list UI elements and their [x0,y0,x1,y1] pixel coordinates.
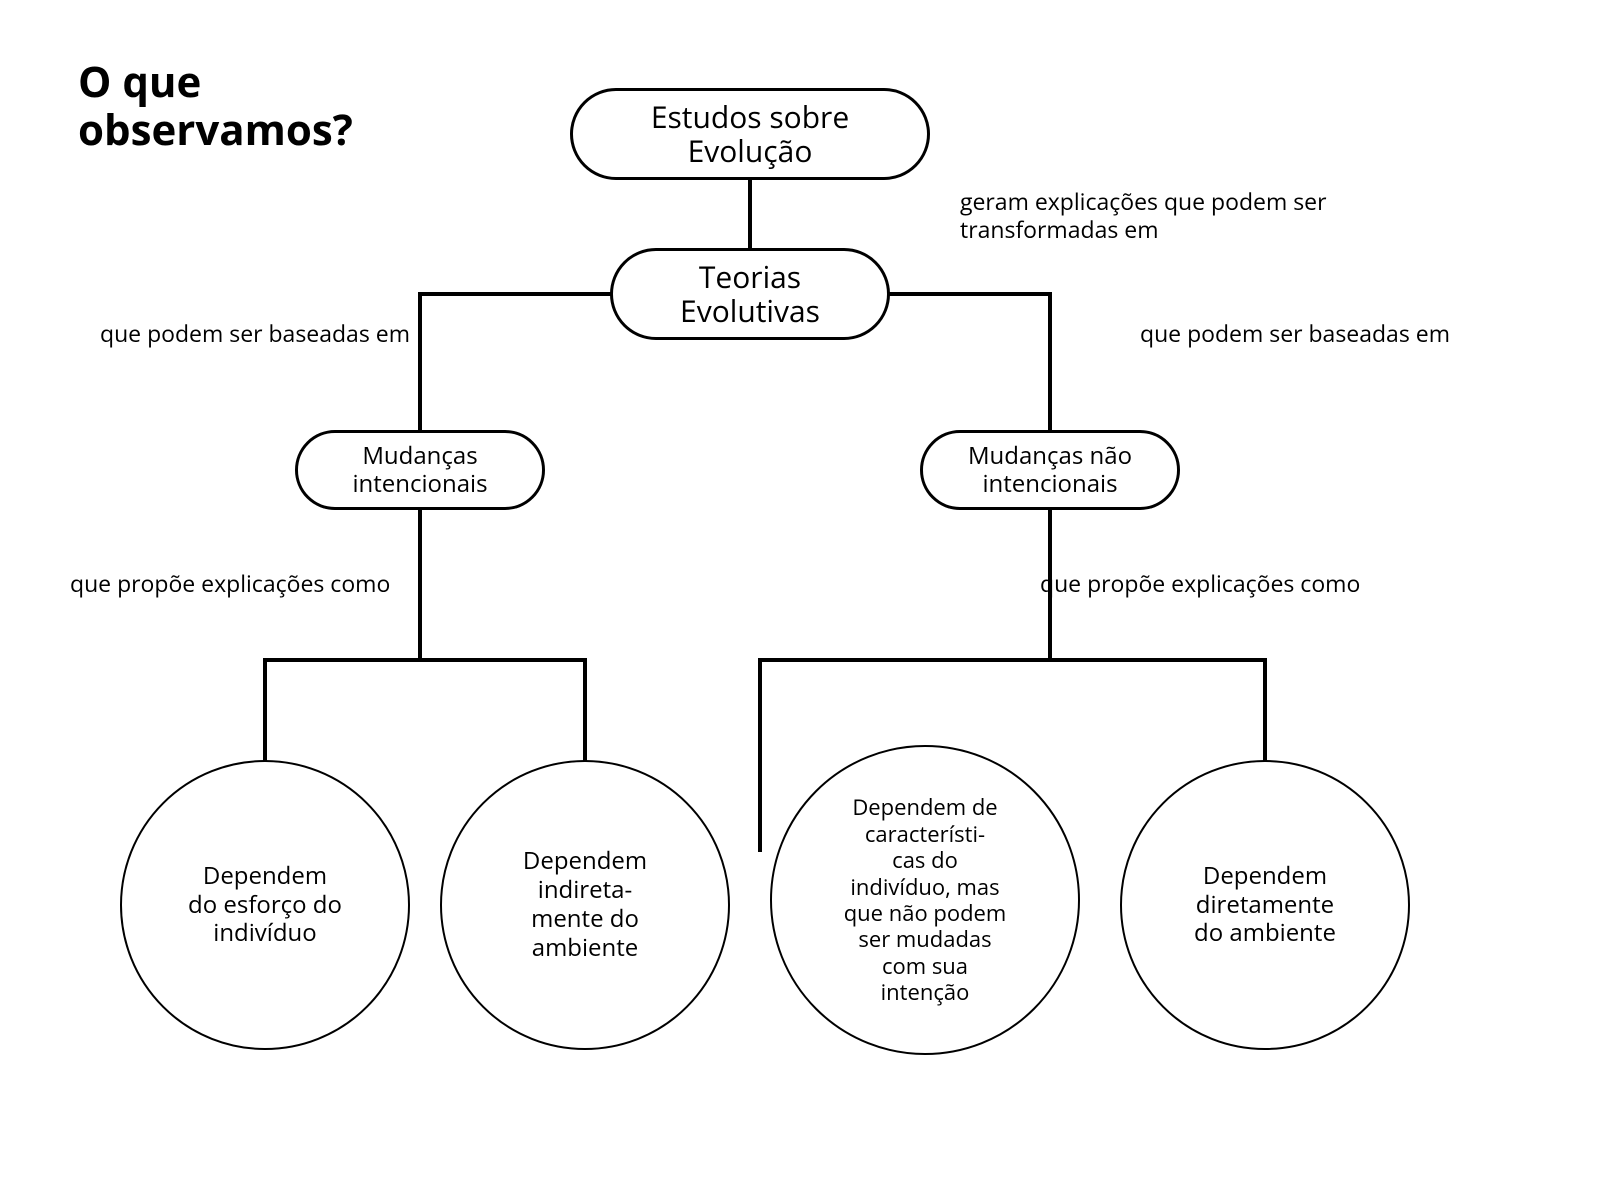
edge-label-propoe-explicacoes-right: que propõe explicações como [1040,570,1360,598]
edge-label-propoe-explicacoes-left: que propõe explicações como [70,570,390,598]
node-mudancas-intencionais: Mudanças intencionais [295,430,545,510]
node-estudos-evolucao: Estudos sobre Evolução [570,88,930,180]
edge-label-baseadas-em-right: que podem ser baseadas em [1140,320,1450,348]
diagram-canvas: O que observamos? Estudos sobre Evolução… [0,0,1600,1200]
node-dependem-caracteristicas-individuo: Dependem de característi- cas do indivíd… [770,745,1080,1055]
node-dependem-indiretamente-ambiente: Dependem indireta- mente do ambiente [440,760,730,1050]
diagram-title: O que observamos? [78,58,353,155]
node-dependem-diretamente-ambiente: Dependem diretamente do ambiente [1120,760,1410,1050]
node-mudancas-nao-intencionais: Mudanças não intencionais [920,430,1180,510]
node-dependem-esforco-individuo: Dependem do esforço do indivíduo [120,760,410,1050]
node-teorias-evolutivas: Teorias Evolutivas [610,248,890,340]
edge-label-geram-explicacoes: geram explicações que podem ser transfor… [960,188,1327,243]
edge-label-baseadas-em-left: que podem ser baseadas em [100,320,410,348]
